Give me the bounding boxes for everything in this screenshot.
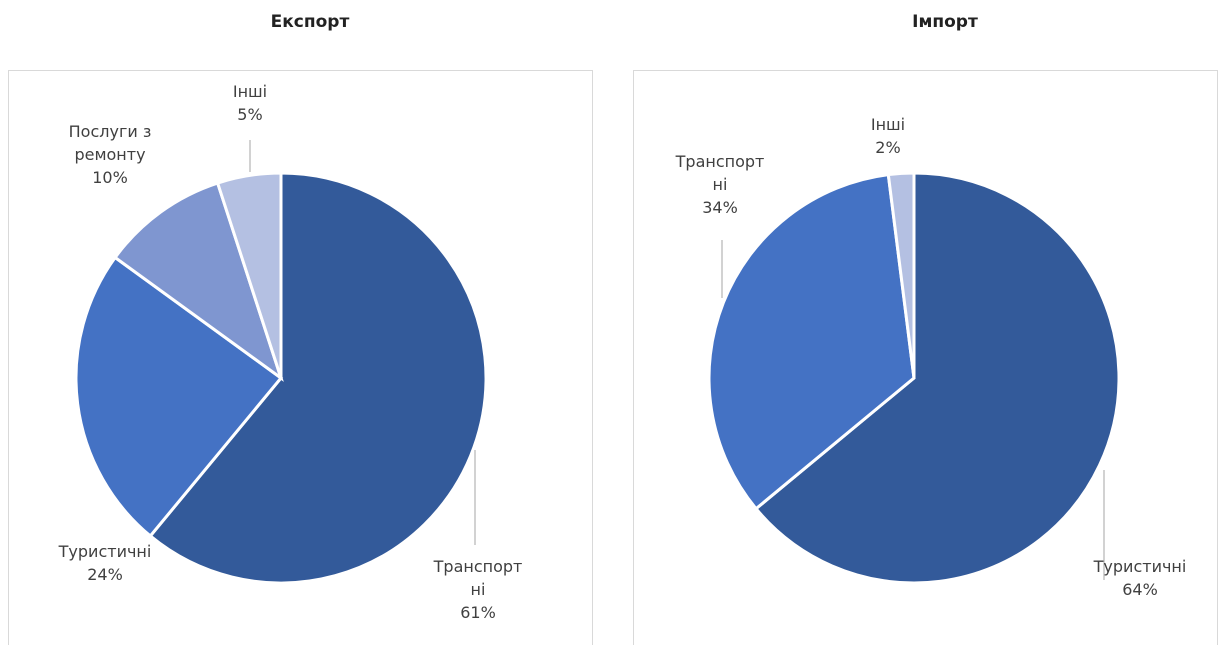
data-label: Транспортні 34% [672,150,768,219]
pie-slice [148,171,488,585]
label-name: Інші [232,82,268,101]
label-name: Туристичні [58,542,152,561]
data-label: Інші 2% [840,113,936,159]
label-name: Транспортні [433,557,523,599]
label-value: 10% [92,168,128,187]
data-label: Послуги з ремонту 10% [62,120,158,189]
label-value: 61% [460,603,496,622]
pie-slice [886,171,916,379]
pie-slice [707,172,916,511]
label-name: Транспортні [675,152,765,194]
label-value: 64% [1122,580,1158,599]
label-value: 2% [875,138,901,157]
chart-title: Експорт [270,12,350,32]
chart-frame [633,70,1218,645]
chart-frame [8,70,593,645]
pie-slice [215,171,283,379]
pie-slice [753,171,1121,585]
label-name: Інші [870,115,906,134]
label-value: 34% [702,198,738,217]
data-label: Транспортні 61% [430,555,526,624]
data-label: Інші 5% [202,80,298,126]
label-name: Послуги з ремонту [68,122,152,164]
chart-title: Імпорт [912,12,978,32]
pie-slice [74,255,284,539]
label-name: Туристичні [1093,557,1187,576]
data-label: Туристичні 64% [1092,555,1188,601]
label-value: 24% [87,565,123,584]
data-label: Туристичні 24% [57,540,153,586]
label-value: 5% [237,105,263,124]
pie-slice [113,181,284,382]
